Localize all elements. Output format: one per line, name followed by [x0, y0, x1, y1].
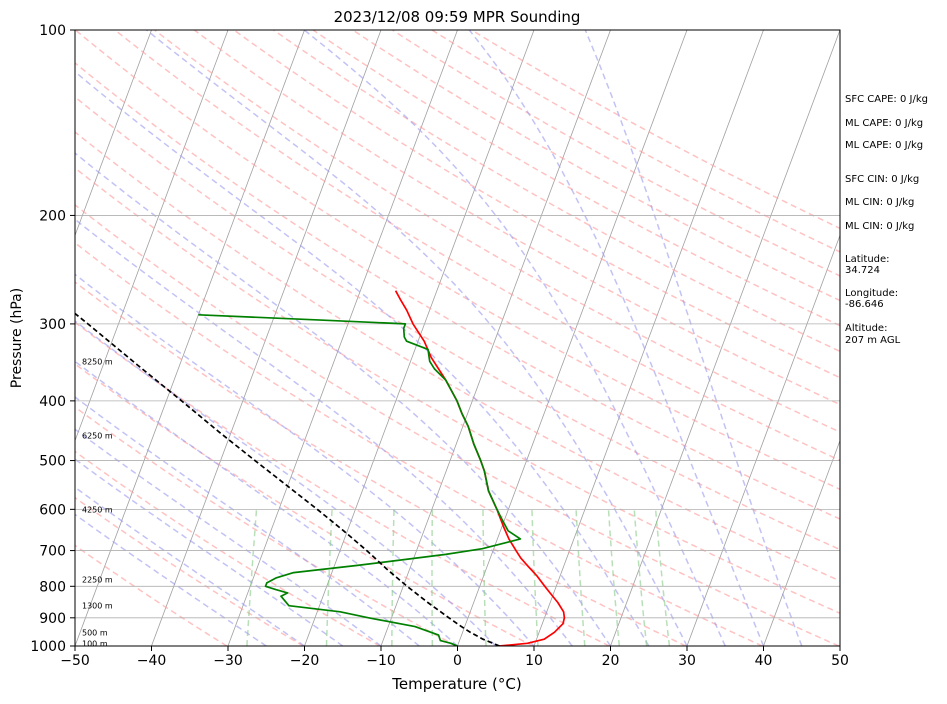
- y-tick-label: 700: [39, 544, 66, 560]
- x-tick-label: −40: [137, 653, 167, 669]
- y-tick-label: 200: [39, 208, 66, 224]
- info-line: SFC CIN: 0 J/kg: [845, 174, 919, 185]
- x-tick-label: 0: [453, 653, 462, 669]
- y-axis: 1000 900 800 700 600 500 400 300 200 100: [30, 23, 75, 655]
- y-tick-label: 400: [39, 394, 66, 410]
- y-tick-label: 600: [39, 502, 66, 518]
- info-line: SFC CAPE: 0 J/kg: [845, 94, 928, 105]
- y-tick-label: 1000: [30, 639, 66, 655]
- y-tick-label: 100: [39, 23, 66, 39]
- height-label: 2250 m: [82, 576, 113, 585]
- y-tick-label: 500: [39, 454, 66, 470]
- y-axis-title: Pressure (hPa): [9, 288, 25, 388]
- info-line: 34.724: [845, 265, 880, 276]
- y-tick-label: 300: [39, 317, 66, 333]
- info-panel: SFC CAPE: 0 J/kg ML CAPE: 0 J/kg ML CAPE: …: [845, 94, 928, 346]
- y-tick-label: 800: [39, 579, 66, 595]
- height-label: 8250 m: [82, 357, 113, 366]
- height-label: 100 m: [82, 639, 108, 648]
- x-tick-label: 10: [525, 653, 543, 669]
- chart-title: 2023/12/08 09:59 MPR Sounding: [334, 8, 581, 26]
- info-line: ML CAPE: 0 J/kg: [845, 140, 923, 151]
- x-tick-label: −30: [213, 653, 243, 669]
- info-line: Altitude:: [845, 323, 887, 334]
- x-tick-label: 20: [602, 653, 620, 669]
- height-label: 4250 m: [82, 505, 113, 514]
- info-line: Latitude:: [845, 254, 890, 265]
- x-axis-title: Temperature (°C): [391, 675, 521, 693]
- info-line: ML CIN: 0 J/kg: [845, 197, 914, 208]
- x-tick-label: −20: [290, 653, 320, 669]
- height-label: 6250 m: [82, 431, 113, 440]
- info-line: 207 m AGL: [845, 335, 901, 346]
- x-tick-label: 30: [678, 653, 696, 669]
- x-tick-label: 50: [831, 653, 849, 669]
- height-label: 1300 m: [82, 602, 113, 611]
- info-line: -86.646: [845, 299, 884, 310]
- height-label: 500 m: [82, 628, 108, 637]
- x-tick-label: 40: [755, 653, 773, 669]
- info-line: Longitude:: [845, 288, 898, 299]
- x-axis: −50 −40 −30 −20 −10 0 10 20 30 40 50: [60, 646, 849, 669]
- info-line: ML CAPE: 0 J/kg: [845, 118, 923, 129]
- x-tick-label: −50: [60, 653, 90, 669]
- x-tick-label: −10: [366, 653, 396, 669]
- info-line: ML CIN: 0 J/kg: [845, 221, 914, 232]
- y-tick-label: 900: [39, 611, 66, 627]
